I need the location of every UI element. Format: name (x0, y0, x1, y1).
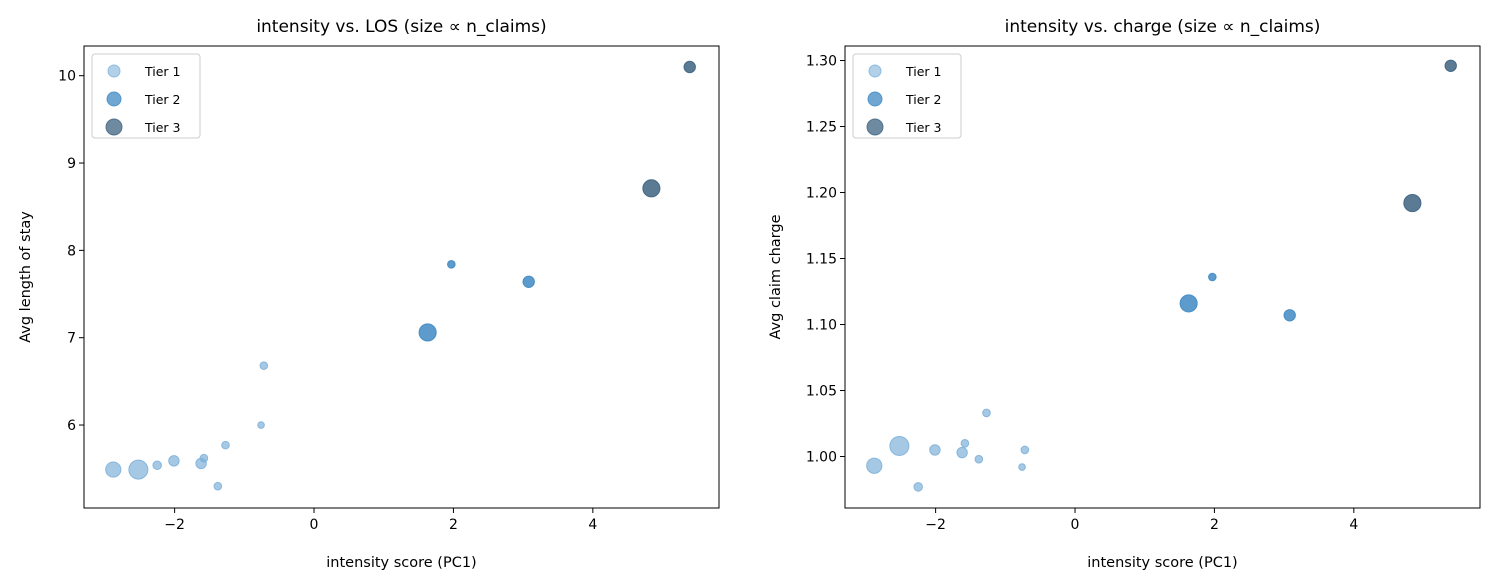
data-point (221, 440, 230, 450)
legend-label: Tier 3 (144, 120, 180, 135)
data-point (259, 361, 269, 370)
x-tick-label: 2 (1210, 517, 1219, 533)
chart-1: −2 0 2 4 6 7 8 9 10 intensity vs. LOS (size ∝ n_c… (18, 17, 720, 571)
y-tick-label: 6 (67, 418, 76, 434)
legend-label: Tier 2 (905, 92, 941, 107)
data-point (1208, 272, 1217, 282)
data-point (522, 275, 535, 289)
data-point (929, 444, 941, 456)
data-point (642, 179, 661, 198)
series-tier-1 (866, 408, 1030, 492)
x-tick-label: 4 (1349, 517, 1358, 533)
data-point (199, 453, 209, 463)
legend-marker (867, 91, 883, 107)
data-point (960, 439, 970, 448)
x-axis-label: intensity score (PC1) (326, 555, 476, 571)
y-tick-label: 1.30 (806, 54, 837, 70)
x-tick-label: 0 (310, 517, 319, 533)
legend-label: Tier 1 (905, 64, 941, 79)
y-axis-label: Avg claim charge (768, 214, 784, 339)
x-tick-label: 2 (449, 517, 458, 533)
data-point (168, 455, 180, 467)
data-point (1283, 309, 1296, 322)
data-point (1444, 59, 1457, 73)
legend-marker (106, 91, 122, 107)
chart-2: −2 0 2 4 1.00 1.05 1.10 1.15 1.20 1.25 1.30 intensi… (768, 17, 1481, 571)
data-point (974, 454, 984, 464)
data-point (128, 459, 149, 480)
series-tier-3 (1403, 59, 1457, 213)
data-point (913, 482, 923, 492)
axes-frame (844, 45, 1481, 509)
legend-marker (107, 64, 121, 78)
chart-title: intensity vs. charge (size ∝ n_claims) (1005, 17, 1321, 37)
y-tick-label: 1.20 (806, 186, 837, 202)
data-point (1018, 463, 1026, 471)
x-tick-label: −2 (925, 517, 946, 533)
axes-frame (83, 45, 720, 509)
chart-title: intensity vs. LOS (size ∝ n_claims) (256, 17, 546, 37)
y-tick-label: 1.25 (806, 120, 837, 136)
y-tick-label: 1.00 (806, 450, 837, 466)
series-tier-2 (418, 260, 535, 342)
data-point (889, 435, 910, 456)
legend: Tier 1 Tier 2 Tier 3 (91, 53, 201, 139)
data-point (257, 421, 265, 429)
data-point (418, 323, 437, 342)
x-axis-label: intensity score (PC1) (1087, 555, 1237, 571)
y-tick-label: 1.05 (806, 384, 837, 400)
legend-marker (105, 118, 123, 136)
y-tick-label: 8 (67, 243, 76, 259)
legend: Tier 1 Tier 2 Tier 3 (852, 53, 962, 139)
data-point (105, 461, 122, 478)
data-point (213, 481, 223, 491)
data-point (683, 60, 696, 74)
series-tier-2 (1179, 272, 1296, 322)
data-point (447, 260, 456, 269)
legend-label: Tier 3 (905, 120, 941, 135)
x-tick-label: 4 (588, 517, 597, 533)
data-point (1403, 194, 1422, 213)
y-tick-label: 10 (58, 69, 76, 85)
data-point (982, 408, 991, 418)
legend-label: Tier 1 (144, 64, 180, 79)
y-tick-label: 1.10 (806, 318, 837, 334)
data-point (1020, 445, 1030, 455)
y-axis-label: Avg length of stay (18, 211, 34, 343)
legend-marker (868, 64, 882, 78)
data-point (866, 457, 883, 474)
legend-label: Tier 2 (144, 92, 180, 107)
series-tier-3 (642, 60, 696, 198)
data-point (152, 460, 162, 470)
y-tick-label: 7 (67, 331, 76, 347)
y-tick-label: 9 (67, 156, 76, 172)
x-tick-label: −2 (164, 517, 185, 533)
series-tier-1 (105, 361, 269, 491)
y-tick-label: 1.15 (806, 252, 837, 268)
data-point (956, 446, 968, 459)
x-tick-label: 0 (1071, 517, 1080, 533)
legend-marker (866, 118, 884, 136)
data-point (1179, 294, 1198, 313)
